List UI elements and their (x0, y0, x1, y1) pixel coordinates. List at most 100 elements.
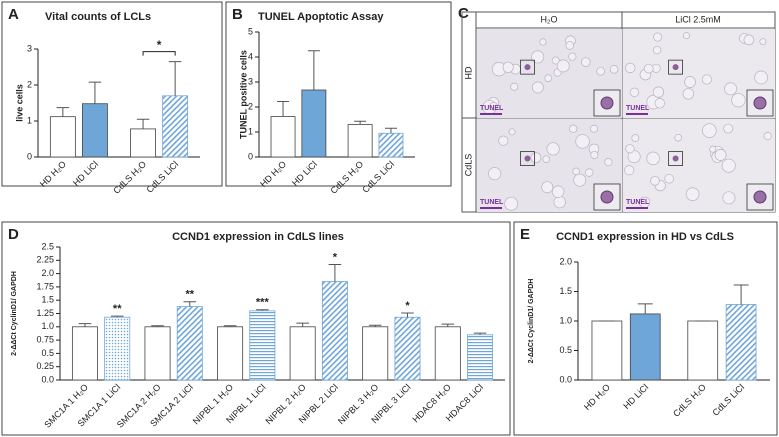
cell (600, 96, 614, 110)
cell (685, 187, 700, 201)
y-tick-label: 2.0 (41, 268, 54, 278)
bar (176, 306, 203, 381)
y-tick-label: 2.25 (36, 255, 54, 265)
annotation: * (157, 38, 162, 52)
cell (625, 144, 635, 154)
bar (434, 326, 461, 381)
cell (581, 57, 591, 67)
cell (531, 81, 544, 94)
error-bar (151, 325, 164, 327)
bar (591, 320, 623, 381)
panel-letter: C (458, 5, 469, 22)
error-bar (110, 315, 124, 318)
column-label: H₂O (541, 14, 558, 24)
panel-letter: B (232, 6, 243, 23)
cell (575, 134, 590, 149)
cell (672, 155, 679, 162)
cell (504, 196, 519, 211)
error-bar (223, 325, 237, 327)
bar (378, 132, 404, 158)
scale-label: TUNEL (480, 199, 504, 206)
error-bar (637, 303, 653, 314)
y-tick-label: 2 (248, 101, 253, 111)
cell (556, 59, 570, 73)
cell (531, 50, 545, 64)
cell (723, 123, 734, 134)
cell (682, 88, 695, 100)
y-tick-label: 0.75 (36, 334, 54, 344)
cell (546, 142, 560, 156)
x-tick-label: CdLS H₂O (328, 159, 365, 196)
scale-label: TUNEL (626, 199, 650, 206)
cell (539, 38, 547, 46)
y-tick-label: 0 (27, 151, 32, 161)
bar (362, 326, 389, 381)
y-tick-label: 2.0 (559, 256, 572, 266)
y-tick-label: 1.25 (36, 308, 54, 318)
roi (668, 59, 683, 75)
x-tick-label: HD LiCl (71, 159, 100, 188)
row-label: HD (463, 66, 473, 79)
y-axis-label: 2-ΔΔCt CyclinD1/ GAPDH (11, 271, 18, 356)
cell (553, 196, 566, 209)
bar (217, 326, 244, 381)
cell (510, 82, 519, 91)
cell (702, 123, 717, 138)
significance-label: ** (113, 303, 122, 315)
bar (162, 95, 189, 158)
bar (725, 304, 757, 381)
cell (565, 41, 575, 50)
y-tick-label: 2.5 (41, 241, 54, 251)
y-tick-label: 0 (248, 151, 253, 161)
cell (502, 61, 514, 73)
scale-label: TUNEL (480, 105, 504, 112)
panel-frame (1, 1, 223, 187)
cell (609, 65, 619, 74)
bar (49, 116, 76, 158)
x-tick-label: CdLS H₂O (671, 382, 708, 419)
y-tick-label: 5 (248, 26, 253, 36)
y-tick-label: 1.75 (36, 281, 54, 291)
error-bar (733, 284, 749, 305)
bar (321, 281, 348, 381)
cell (488, 167, 502, 181)
cell (572, 167, 580, 176)
error-bar (56, 107, 70, 117)
chart-title: CCND1 expression in CdLS lines (172, 231, 344, 243)
cell (763, 132, 772, 141)
bar (687, 320, 719, 381)
cell (624, 165, 635, 176)
image-panel: C H₂O LiCl 2.5mM HD CdLS TUNEL TUNEL TUNEL… (458, 5, 776, 213)
y-tick-label: 1 (248, 126, 253, 136)
chart-title: Vital counts of LCLs (45, 11, 151, 23)
cell (654, 98, 665, 109)
bar (71, 326, 98, 381)
bar (394, 316, 421, 381)
y-axis-label: TUNEL positive cells (238, 50, 248, 139)
cell (590, 150, 599, 159)
y-tick-label: 1.5 (559, 286, 572, 296)
cell (672, 64, 679, 71)
error-bar (328, 264, 342, 282)
cell (489, 102, 498, 111)
chart-title: CCND1 expression in HD vs CdLS (556, 231, 734, 243)
error-bar (183, 301, 197, 307)
cell (743, 34, 755, 46)
error-bar (441, 323, 455, 327)
bar (270, 116, 296, 158)
cell (596, 66, 605, 76)
cell (508, 128, 516, 136)
cell (759, 38, 767, 46)
error-bar (401, 312, 414, 318)
cell (721, 158, 736, 173)
error-bar (256, 309, 269, 311)
roi (668, 151, 683, 166)
cell (568, 52, 577, 61)
significance-label: * (405, 300, 410, 312)
cell (709, 145, 717, 153)
column-label: LiCl 2.5mM (675, 14, 721, 24)
y-axis-label: live cells (14, 84, 24, 122)
row-label: CdLS (463, 154, 473, 177)
cell (683, 32, 690, 40)
panel-frame (225, 1, 452, 187)
